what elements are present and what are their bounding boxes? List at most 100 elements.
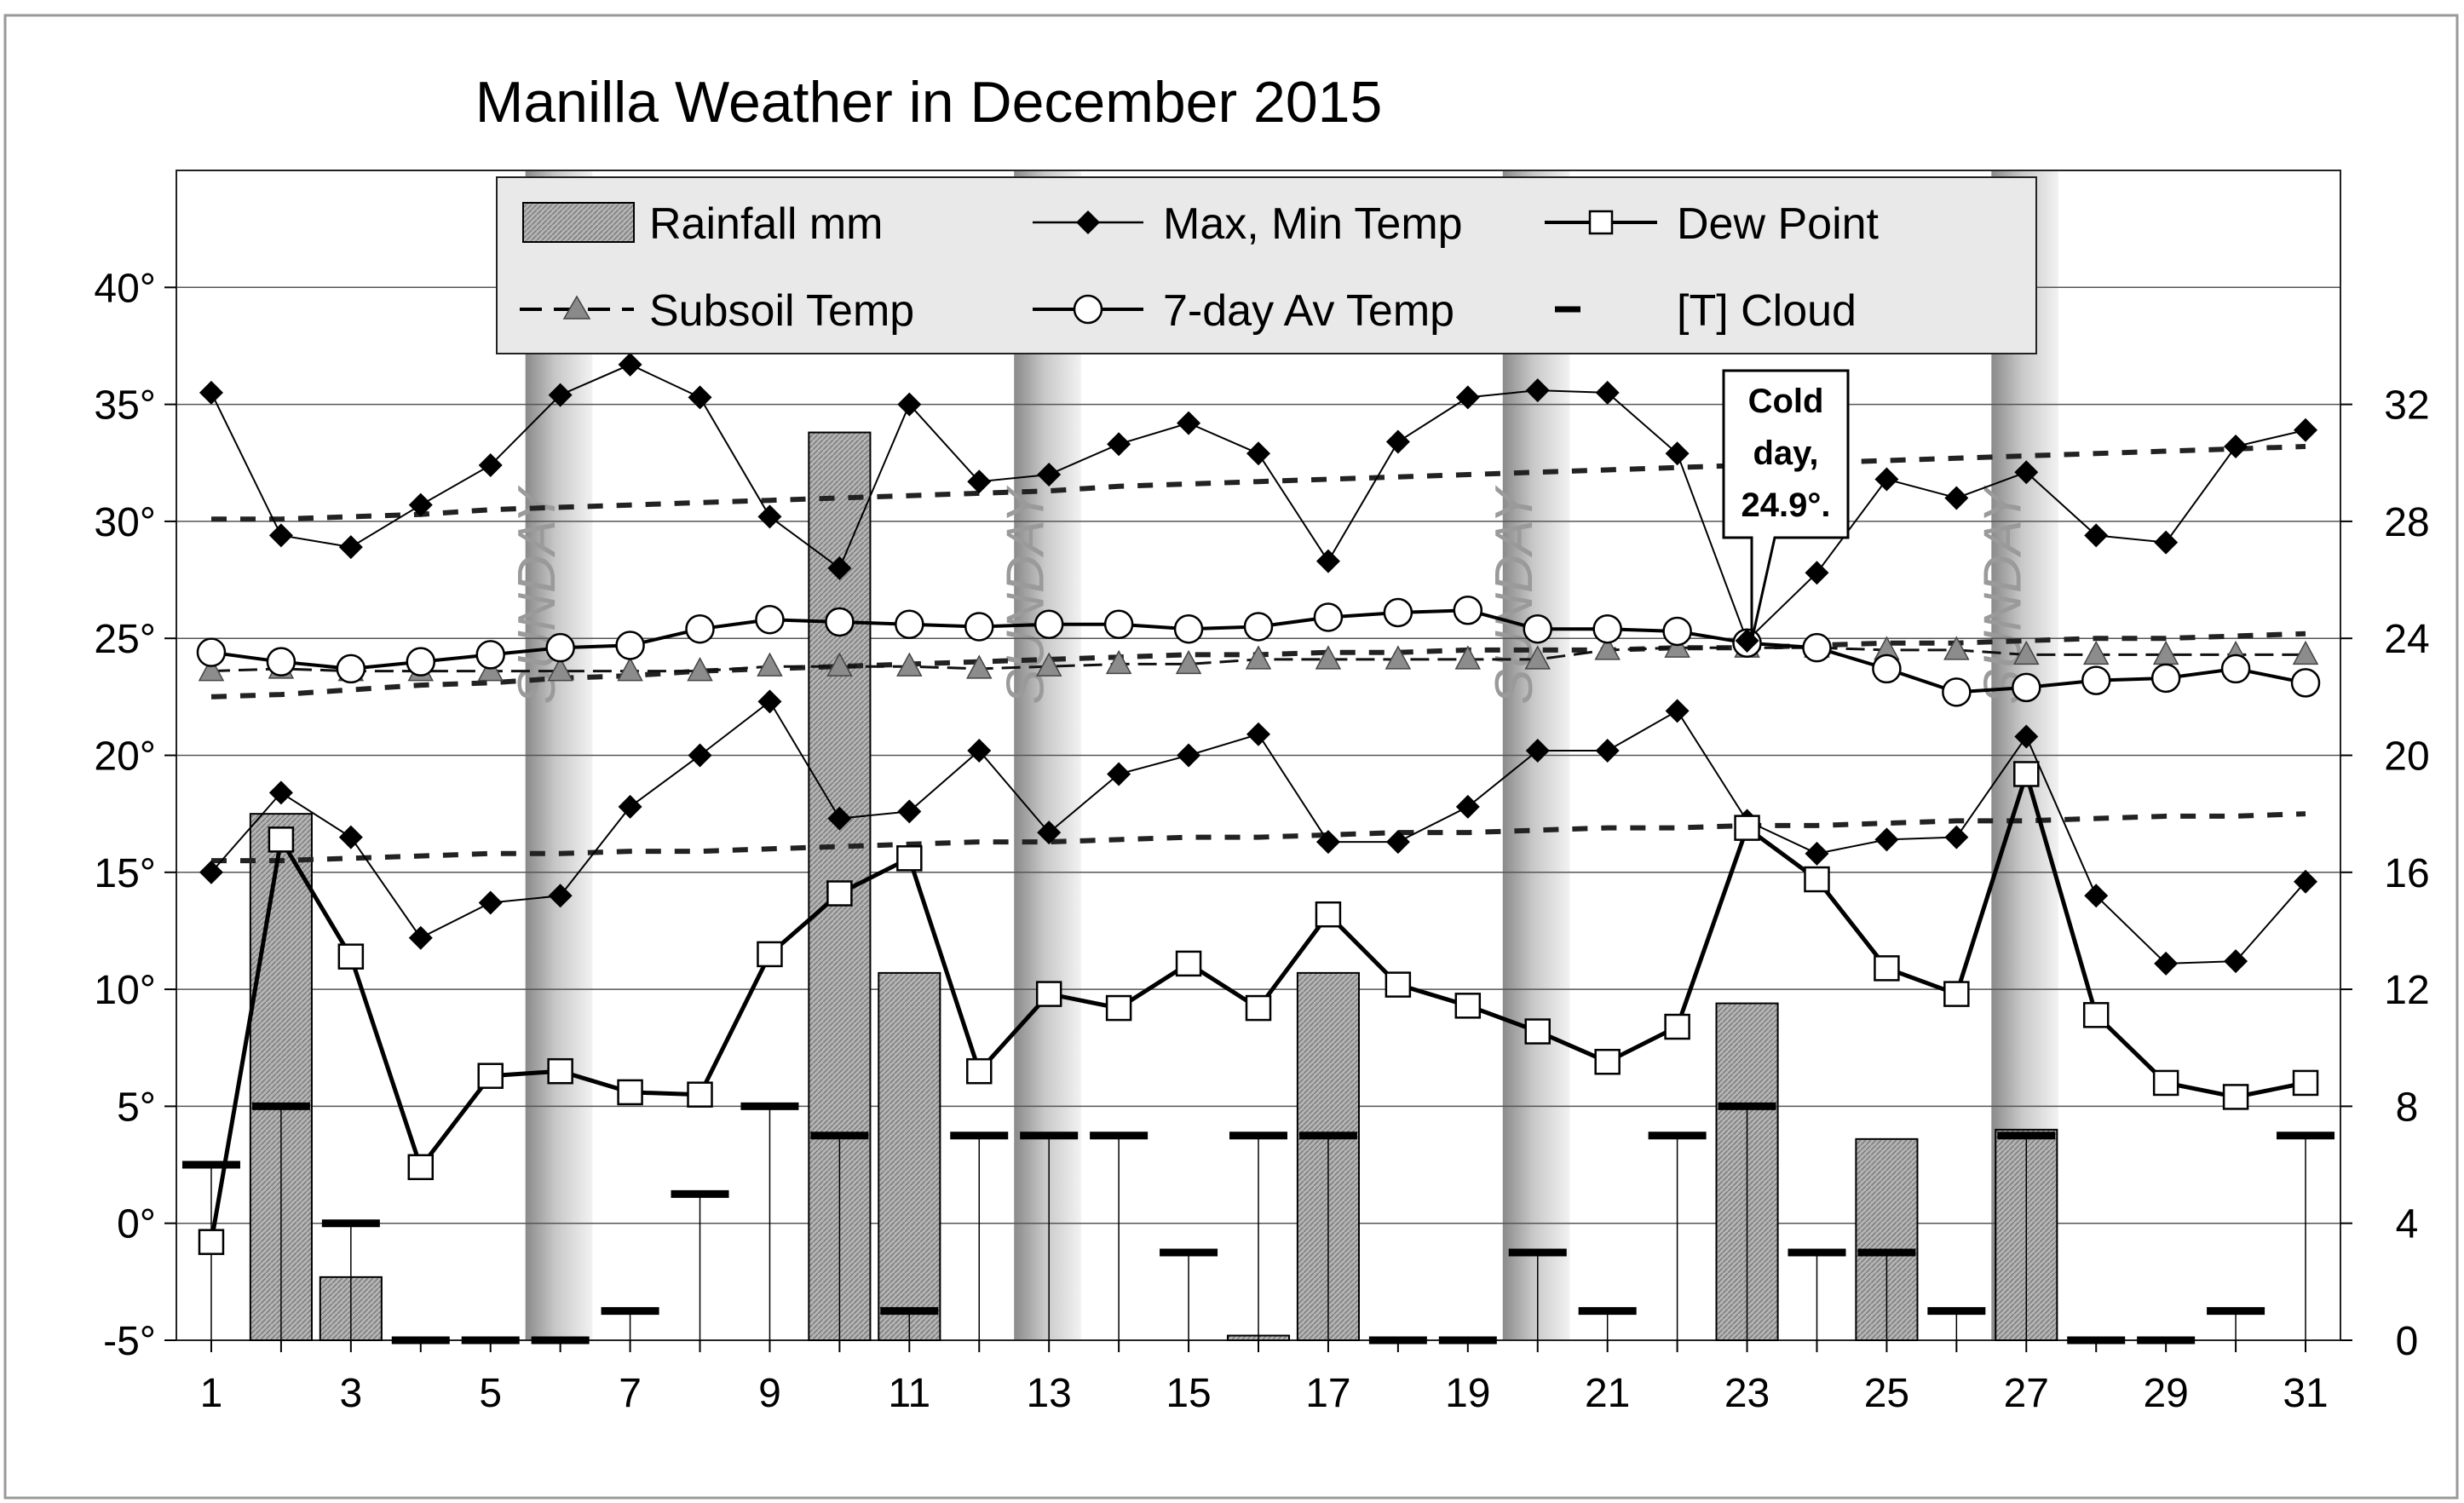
- min-temp-diamond-day-19: [1455, 794, 1480, 819]
- x-tick-label: 23: [1724, 1371, 1770, 1416]
- max-temp-diamond-day-2: [268, 523, 293, 548]
- min-temp-diamond-day-24: [1805, 841, 1829, 866]
- x-tick-label: 1: [200, 1371, 223, 1416]
- x-tick-label: 7: [619, 1371, 642, 1416]
- max-temp-diamond-day-20: [1525, 378, 1550, 403]
- subsoil-triangle-day-7: [617, 657, 643, 682]
- dew-point-square-day-29: [2152, 1069, 2179, 1097]
- max-temp-diamond-day-7: [618, 352, 642, 377]
- min-temp-diamond-day-25: [1874, 827, 1899, 852]
- max-temp-diamond-day-17: [1315, 549, 1340, 573]
- annotation-line-1: Cold: [1748, 383, 1824, 420]
- dew-point-square-day-24: [1804, 866, 1830, 893]
- subsoil-triangle-day-11: [896, 652, 923, 677]
- dew-point-square-day-1: [198, 1229, 225, 1255]
- subsoil-triangle-day-21: [1594, 636, 1621, 660]
- avg-temp-circle-day-3: [336, 654, 366, 684]
- max-temp-diamond-day-12: [967, 469, 992, 494]
- min-temp-diamond-day-14: [1107, 762, 1131, 786]
- avg-temp-circle-day-14: [1103, 609, 1134, 639]
- avg-temp-circle-day-21: [1592, 613, 1622, 644]
- avg-temp-circle-day-19: [1453, 595, 1483, 625]
- axes: -5° 0° 5° 10° 15° 20° 25° 30° 35° 40° 0 4 8 12 16 20 24 2…: [94, 266, 2429, 1416]
- x-tick-label: 25: [1864, 1371, 1909, 1416]
- left-tick-label: 10°: [94, 968, 156, 1013]
- avg-temp-circle-day-4: [406, 647, 436, 677]
- dew-point-square-day-3: [337, 943, 365, 970]
- min-temp-diamond-day-17: [1315, 830, 1340, 855]
- dew-point-square-day-26: [1943, 981, 1970, 1007]
- chart-title: Manilla Weather in December 2015: [475, 70, 1383, 135]
- avg-temp-circle-day-7: [615, 631, 645, 660]
- legend-swatch-dew-square: [1588, 210, 1614, 235]
- avg-temp-circle-day-15: [1173, 613, 1204, 644]
- min-temp-diamond-day-6: [548, 884, 573, 908]
- dew-point-square-day-12: [966, 1057, 993, 1085]
- dew-point-square-day-23: [1734, 815, 1760, 841]
- legend-label-dew: Dew Point: [1677, 199, 1880, 249]
- avg-temp-circle-day-13: [1033, 609, 1064, 639]
- left-tick-label: 25°: [94, 617, 156, 662]
- dew-point-square-day-13: [1035, 981, 1062, 1007]
- dew-point-square-day-25: [1874, 955, 1900, 982]
- min-temp-diamond-day-18: [1385, 830, 1410, 855]
- dew-point-square-day-14: [1105, 994, 1132, 1022]
- right-tick-label: 12: [2384, 968, 2429, 1013]
- subsoil-triangle-day-16: [1245, 645, 1272, 670]
- legend: Rainfall mm Max, Min Temp Dew Point Subs…: [496, 176, 2037, 354]
- min-temp-diamond-day-16: [1246, 722, 1270, 746]
- min-temp-diamond-day-27: [2014, 724, 2039, 749]
- max-temp-diamond-day-6: [548, 383, 573, 407]
- legend-swatch-rainfall: [522, 202, 635, 243]
- min-temp-diamond-day-3: [338, 825, 363, 849]
- left-tick-label: 0°: [117, 1202, 156, 1247]
- max-temp-diamond-day-18: [1385, 429, 1410, 454]
- right-tick-label: 28: [2384, 500, 2429, 545]
- subsoil-triangle-day-26: [1943, 636, 1970, 660]
- avg-temp-circle-day-11: [895, 609, 924, 639]
- legend-box: [496, 176, 2037, 354]
- avg-temp-circle-day-28: [2081, 665, 2111, 695]
- dew-point-square-day-6: [547, 1057, 573, 1085]
- dew-point-square-day-18: [1385, 971, 1412, 998]
- min-temp-diamond-day-20: [1525, 739, 1550, 763]
- subsoil-triangle-day-17: [1315, 645, 1342, 670]
- dew-point-square-day-16: [1245, 994, 1272, 1022]
- min-temp-diamond-day-2: [268, 780, 293, 805]
- dew-point-square-day-19: [1454, 993, 1482, 1019]
- avg-temp-circle-day-9: [755, 604, 785, 635]
- max-temp-diamond-day-4: [408, 492, 433, 517]
- subsoil-triangle-day-13: [1035, 652, 1062, 677]
- dew-point-square-day-21: [1594, 1048, 1621, 1075]
- min-temp-diamond-day-13: [1037, 821, 1062, 845]
- min-temp-diamond-day-26: [1944, 825, 1969, 849]
- subsoil-triangle-day-15: [1175, 649, 1202, 675]
- dew-point-square-day-31: [2292, 1069, 2319, 1097]
- left-tick-label: 40°: [94, 266, 156, 311]
- max-temp-diamond-day-28: [2084, 523, 2109, 548]
- dew-point-square-day-15: [1175, 950, 1202, 977]
- max-temp-diamond-day-1: [199, 380, 223, 405]
- avg-temp-circle-day-30: [2220, 654, 2251, 684]
- trend-line-max-temp-trend: [211, 444, 2306, 522]
- avg-temp-circle-day-17: [1313, 602, 1344, 632]
- subsoil-triangle-day-10: [826, 652, 853, 677]
- max-temp-diamond-day-11: [897, 392, 922, 417]
- subsoil-triangle-day-9: [757, 652, 783, 677]
- legend-swatch-subsoil-triangle: [562, 295, 591, 320]
- dew-point-square-day-11: [896, 845, 923, 872]
- legend-label-subsoil: Subsoil Temp: [649, 286, 914, 336]
- avg-temp-circle-day-26: [1942, 677, 1972, 707]
- min-temp-diamond-day-11: [897, 799, 922, 824]
- sunday-label-27: SUNDAY: [1974, 484, 2033, 704]
- x-tick-label: 5: [479, 1371, 502, 1416]
- avg-temp-circle-day-27: [2012, 672, 2041, 703]
- max-temp-diamond-day-21: [1595, 380, 1620, 405]
- x-tick-label: 31: [2283, 1371, 2328, 1416]
- min-temp-diamond-day-30: [2224, 949, 2248, 974]
- x-tick-label: 29: [2143, 1371, 2188, 1416]
- legend-label-cloud: [T] Cloud: [1677, 286, 1857, 336]
- subsoil-triangle-day-27: [2013, 640, 2040, 665]
- avg-temp-circle-day-5: [475, 640, 505, 670]
